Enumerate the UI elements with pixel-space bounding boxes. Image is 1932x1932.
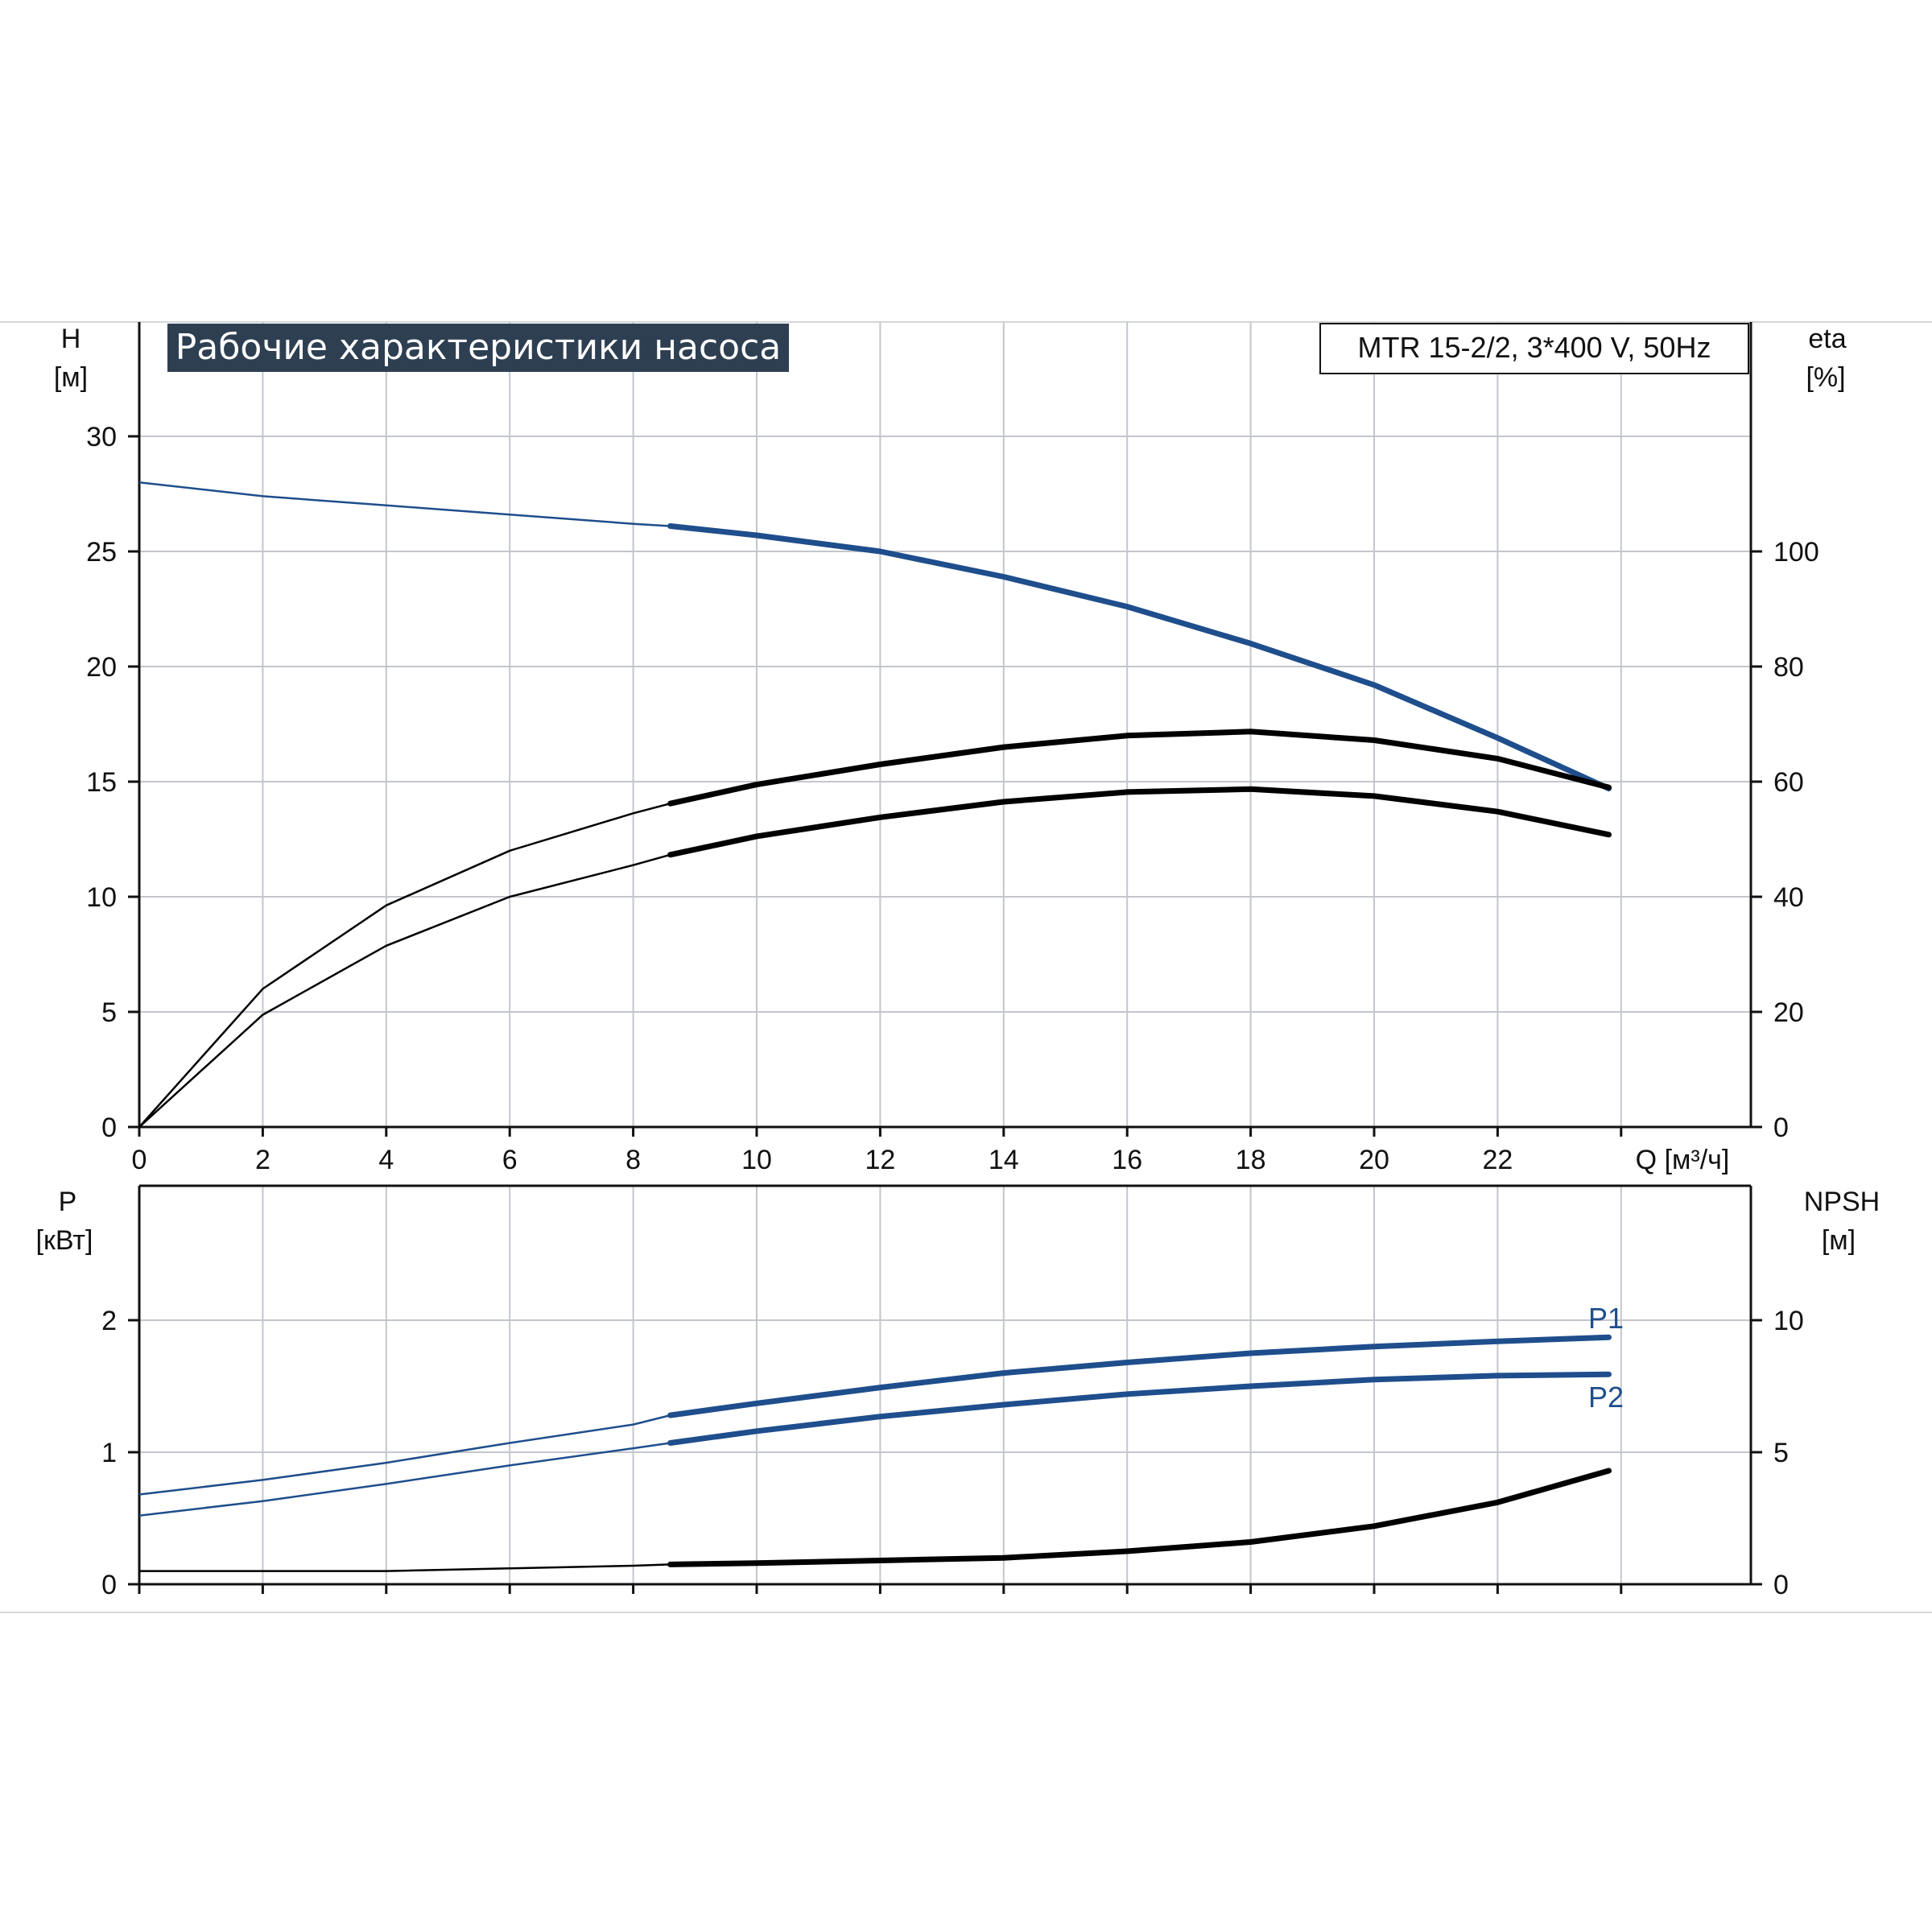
y-left-tick-label: 20 xyxy=(86,652,117,683)
y-left-tick-label: 1 xyxy=(101,1438,117,1468)
curve-0-0-operating-range xyxy=(667,523,1612,792)
top-panel-ticks: 0 5 10 15 20 25 30 0 20 40 60 80 100 0 2 4 6 8 10 12 14 16 18 2… xyxy=(86,422,1819,1175)
p2-operating-range xyxy=(667,1371,1612,1446)
bottom-panel-grid xyxy=(139,1186,1751,1584)
npsh-axis-label: NPSH xyxy=(1804,1187,1880,1217)
y-right-tick-label: 60 xyxy=(1773,767,1804,798)
x-tick-label: 2 xyxy=(255,1145,270,1175)
y-left-tick-label: 15 xyxy=(86,767,117,798)
y-left-tick-label: 2 xyxy=(101,1306,117,1336)
curve-0-2-operating-range xyxy=(667,786,1612,858)
x-axis-label: Q [м³/ч] xyxy=(1636,1145,1730,1175)
top-panel-grid xyxy=(139,322,1751,1127)
y-right-tick-label: 5 xyxy=(1773,1438,1789,1468)
eta-axis-unit: [%] xyxy=(1806,362,1845,393)
h-axis-label: H xyxy=(61,324,81,354)
curve-1-2-operating-range xyxy=(667,1468,1612,1567)
top-panel-curves xyxy=(138,481,1612,1128)
x-tick-label: 22 xyxy=(1482,1145,1513,1175)
y-right-tick-label: 0 xyxy=(1773,1113,1789,1143)
x-tick-label: 20 xyxy=(1359,1145,1389,1175)
x-tick-label: 16 xyxy=(1112,1145,1142,1175)
p1-series-label: P1 xyxy=(1588,1302,1624,1335)
h-axis-unit: [м] xyxy=(54,362,88,393)
x-tick-label: 6 xyxy=(502,1145,518,1175)
p-axis-label: P xyxy=(59,1187,77,1217)
y-right-tick-label: 40 xyxy=(1773,882,1804,913)
y-left-tick-label: 0 xyxy=(101,1113,117,1143)
x-tick-label: 10 xyxy=(741,1145,772,1175)
x-tick-label: 14 xyxy=(989,1145,1019,1175)
curve-0-1-operating-range xyxy=(667,729,1612,807)
title-box xyxy=(167,324,789,372)
y-left-tick-label: 5 xyxy=(101,997,117,1028)
y-left-tick-label: 30 xyxy=(86,422,117,452)
y-right-tick-label: 10 xyxy=(1773,1306,1804,1336)
x-tick-label: 4 xyxy=(378,1145,394,1175)
y-right-tick-label: 20 xyxy=(1773,997,1804,1028)
model-label-box xyxy=(1319,323,1749,374)
chart-title: Рабочие характеристики насоса xyxy=(175,327,781,368)
npsh-axis-unit: [м] xyxy=(1822,1225,1856,1256)
p-axis-unit: [кВт] xyxy=(36,1225,93,1256)
y-right-tick-label: 80 xyxy=(1773,652,1804,683)
x-tick-label: 18 xyxy=(1236,1145,1266,1175)
x-tick-label: 8 xyxy=(625,1145,641,1175)
bottom-panel-frame xyxy=(138,1184,1752,1586)
x-tick-label: 12 xyxy=(865,1145,895,1175)
y-right-tick-label: 100 xyxy=(1773,537,1819,568)
top-panel-frame xyxy=(138,322,1752,1129)
model-label: MTR 15-2/2, 3*400 V, 50Hz xyxy=(1358,331,1711,364)
x-tick-label: 0 xyxy=(132,1145,147,1175)
bottom-panel-ticks: 0 1 2 0 5 10 xyxy=(101,1306,1804,1600)
y-right-tick-label: 0 xyxy=(1773,1570,1789,1600)
y-left-tick-label: 0 xyxy=(101,1570,117,1600)
bottom-panel-curves xyxy=(138,1334,1612,1572)
y-left-tick-label: 25 xyxy=(86,537,117,568)
p1-operating-range xyxy=(667,1334,1612,1418)
p2-series-label: P2 xyxy=(1588,1381,1624,1414)
y-left-tick-label: 10 xyxy=(86,882,117,913)
eta-axis-label: eta xyxy=(1808,324,1846,354)
